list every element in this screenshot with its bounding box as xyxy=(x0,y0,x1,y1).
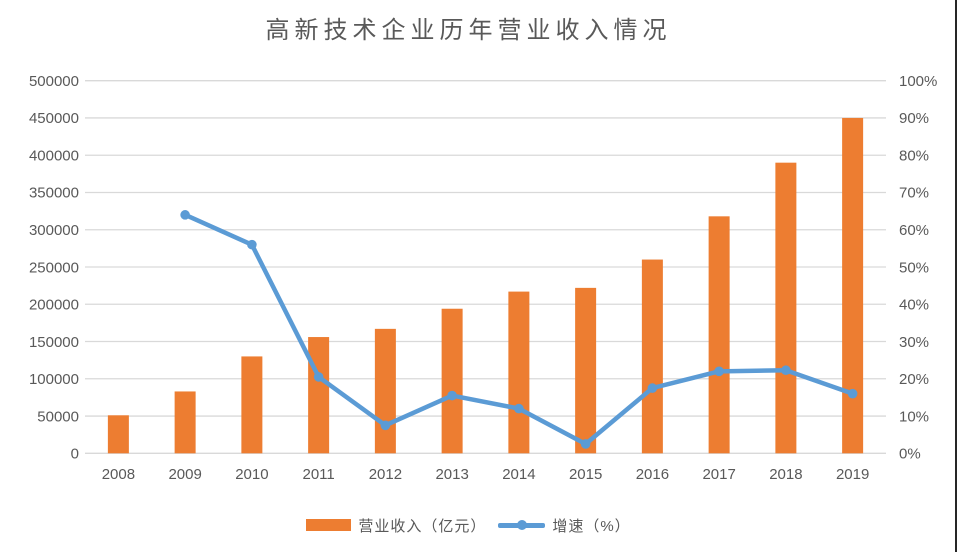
y-axis-left-label: 350000 xyxy=(29,185,79,202)
x-axis-label: 2013 xyxy=(435,466,468,483)
y-axis-right-label: 80% xyxy=(899,147,929,164)
growth-marker xyxy=(847,388,858,399)
y-axis-left-label: 200000 xyxy=(29,297,79,314)
revenue-legend-label: 营业收入（亿元） xyxy=(358,517,487,535)
growth-marker xyxy=(647,383,658,393)
revenue-bar xyxy=(775,162,797,454)
y-axis-left-label: 150000 xyxy=(29,334,79,351)
y-axis-right-label: 90% xyxy=(899,110,929,127)
x-axis-label: 2017 xyxy=(702,466,735,483)
growth-marker xyxy=(514,403,524,414)
x-axis-label: 2016 xyxy=(636,466,669,483)
y-axis-right-label: 60% xyxy=(899,222,929,239)
y-axis-right-label: 40% xyxy=(899,297,929,314)
growth-marker xyxy=(247,239,257,250)
y-axis-left-label: 300000 xyxy=(29,222,79,239)
x-axis-label: 2011 xyxy=(302,466,334,483)
y-axis-right-label: 100% xyxy=(899,73,937,90)
x-axis-label: 2018 xyxy=(769,466,802,483)
x-axis-label: 2019 xyxy=(836,466,869,483)
y-axis-left-label: 50000 xyxy=(37,408,79,425)
growth-marker xyxy=(180,210,190,220)
revenue-legend-swatch xyxy=(306,519,352,531)
y-axis-right-label: 20% xyxy=(899,371,929,388)
revenue-bar xyxy=(508,291,530,454)
x-axis-label: 2014 xyxy=(502,466,535,483)
revenue-bar xyxy=(308,337,330,454)
y-axis-right-label: 30% xyxy=(899,334,929,351)
chart-title: 高新技术企业历年营业收入情况 xyxy=(265,18,672,44)
y-axis-left-label: 0 xyxy=(71,446,79,463)
y-axis-right-label: 70% xyxy=(899,185,929,202)
y-axis-left-label: 100000 xyxy=(29,371,79,388)
y-axis-left-label: 450000 xyxy=(29,110,79,127)
window-right-edge xyxy=(955,0,957,552)
revenue-bar xyxy=(174,391,196,454)
y-axis-left-label: 400000 xyxy=(29,147,79,164)
growth-legend-dot xyxy=(516,520,527,530)
revenue-bar xyxy=(441,308,463,454)
legend: 营业收入（亿元） 增速（%） xyxy=(0,512,937,538)
revenue-bar xyxy=(641,259,663,454)
revenue-bar xyxy=(842,117,864,454)
growth-marker xyxy=(447,390,457,401)
y-axis-right-label: 0% xyxy=(899,446,921,463)
growth-legend-line xyxy=(498,520,546,530)
y-axis-left-label: 500000 xyxy=(29,73,79,90)
y-axis-right-label: 50% xyxy=(899,259,929,276)
revenue-bar xyxy=(241,356,263,454)
growth-marker xyxy=(714,366,724,377)
x-axis-label: 2012 xyxy=(369,466,402,483)
growth-marker xyxy=(313,372,324,382)
growth-marker xyxy=(380,420,391,431)
legend-item-revenue: 营业收入（亿元） xyxy=(306,515,486,536)
growth-legend-label: 增速（%） xyxy=(552,517,631,535)
x-axis-label: 2010 xyxy=(235,466,268,483)
revenue-bar xyxy=(107,415,129,454)
x-axis-label: 2008 xyxy=(102,466,135,483)
y-axis-left-label: 250000 xyxy=(29,259,79,276)
x-axis-label: 2015 xyxy=(569,466,602,483)
growth-marker xyxy=(781,365,791,376)
legend-item-growth: 增速（%） xyxy=(498,515,630,536)
revenue-bar xyxy=(575,287,597,454)
y-axis-right-label: 10% xyxy=(899,408,929,425)
growth-marker xyxy=(580,439,591,449)
x-axis-label: 2009 xyxy=(168,466,201,483)
revenue-bar xyxy=(374,328,396,454)
revenue-bar xyxy=(708,216,730,454)
